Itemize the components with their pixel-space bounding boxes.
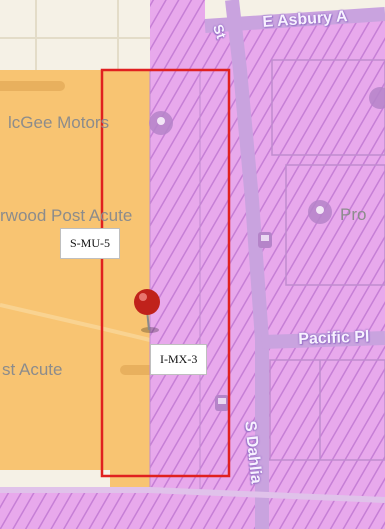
- pin-icon[interactable]: [134, 289, 160, 333]
- zone-label-i-mx-3: I-MX-3: [150, 344, 208, 375]
- road: [0, 303, 151, 342]
- poi-label-post-acute[interactable]: st Acute: [2, 360, 63, 379]
- selection-rectangle[interactable]: [100, 68, 231, 478]
- street-pacific-pl[interactable]: [261, 331, 385, 349]
- place-icon[interactable]: [369, 87, 385, 109]
- transit-icon[interactable]: [215, 395, 229, 411]
- zone-label-s-mu-5: S-MU-5: [60, 228, 121, 259]
- zone-s-mu-5-area[interactable]: [0, 70, 150, 490]
- poi-label-mcgee-motors[interactable]: lcGee Motors: [8, 113, 110, 132]
- poi-label-norwood-post-acute[interactable]: rwood Post Acute: [0, 206, 133, 225]
- block-outline: [269, 359, 385, 461]
- place-icon[interactable]: [149, 111, 173, 135]
- place-icon[interactable]: [308, 200, 332, 224]
- block-outline: [285, 164, 385, 286]
- street-label-pacific-pl: Pacific Pl: [298, 328, 370, 348]
- block-outline: [271, 59, 385, 156]
- street-s-dahlia[interactable]: [225, 0, 269, 529]
- transit-icon[interactable]: [258, 232, 272, 248]
- road: [0, 487, 385, 503]
- poi-label-pro[interactable]: Pro: [340, 205, 367, 224]
